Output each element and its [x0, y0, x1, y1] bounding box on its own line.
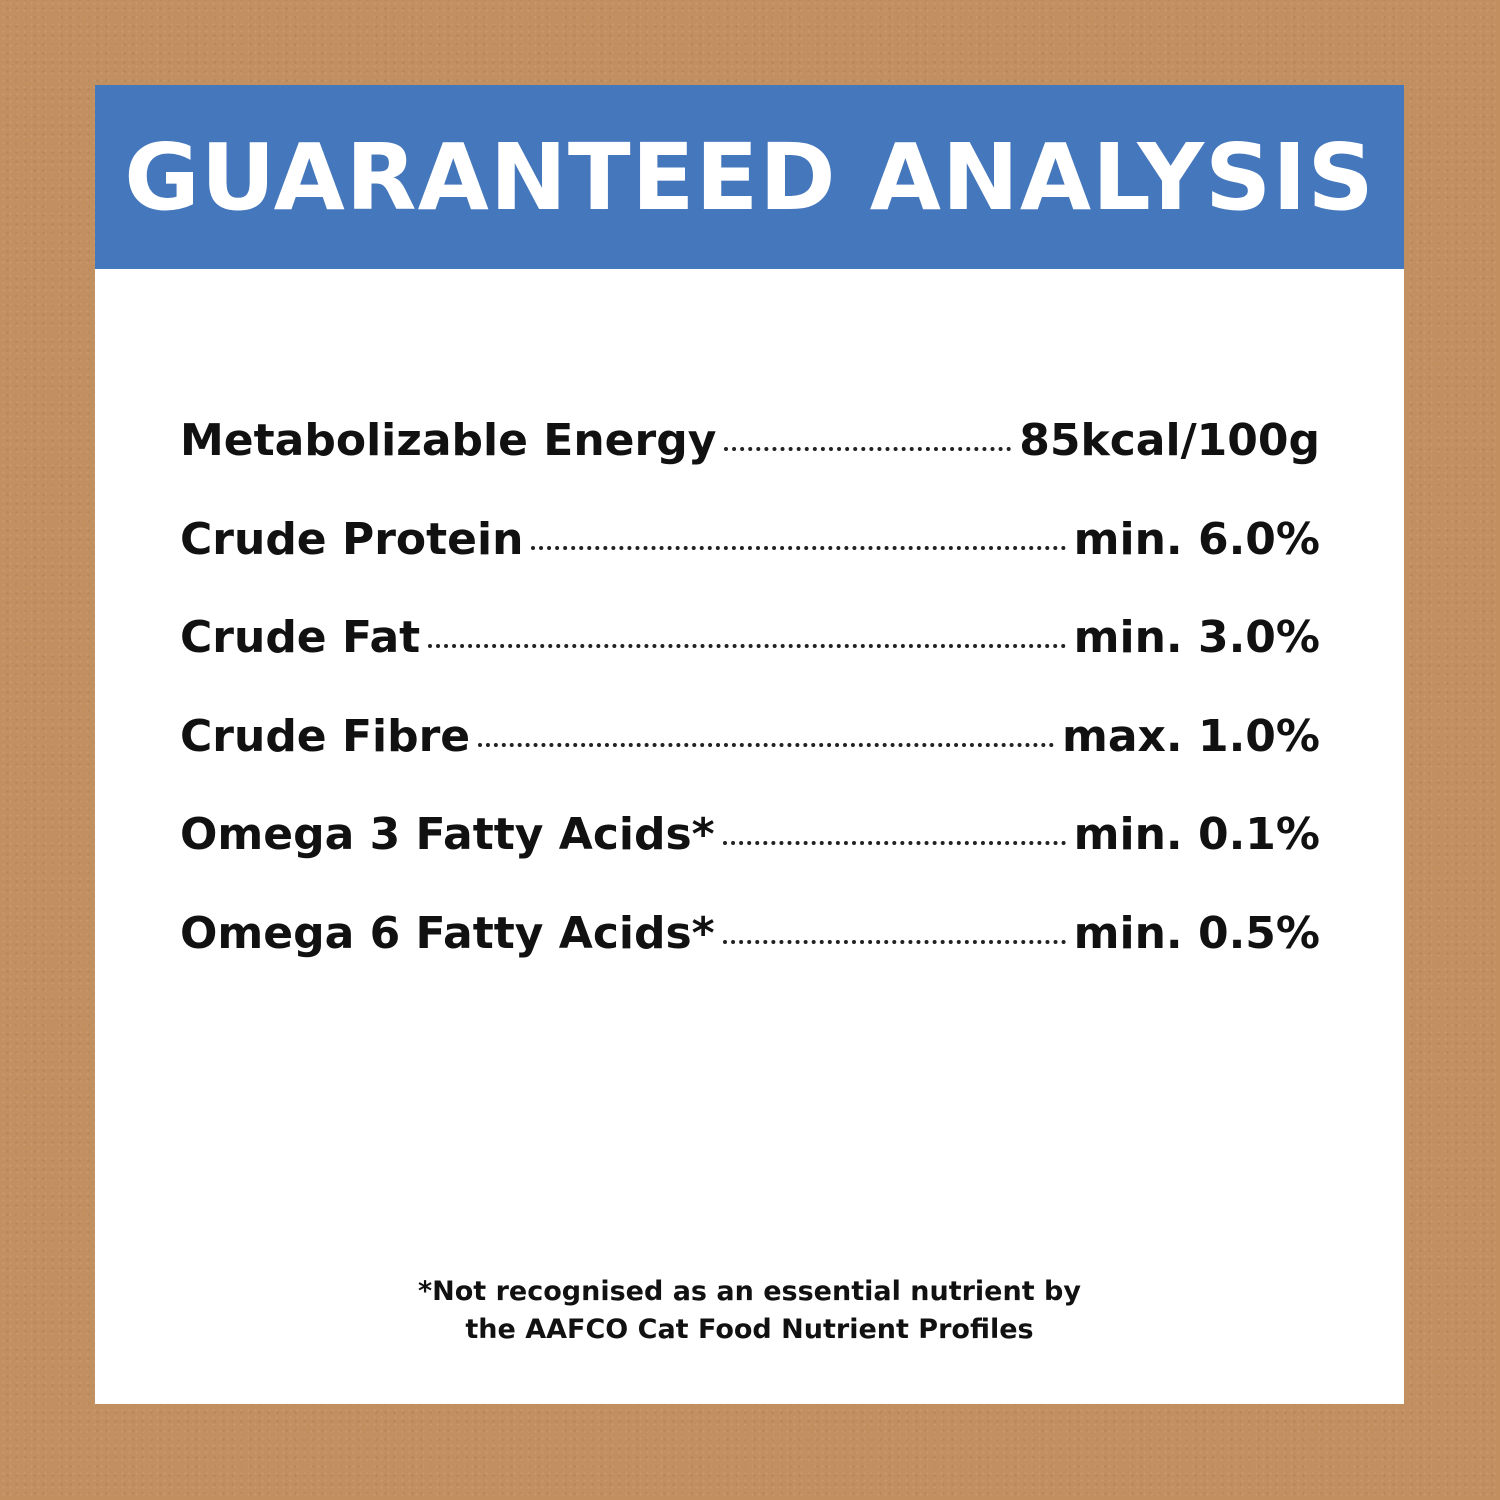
footnote-line: *Not recognised as an essential nutrient… [418, 1276, 1081, 1307]
nutrient-value: max. 1.0% [1062, 710, 1320, 762]
list-item: Crude Fat min. 3.0% [180, 612, 1320, 711]
dot-leader [531, 545, 1066, 550]
nutrient-label: Crude Protein [180, 513, 524, 565]
dot-leader [478, 742, 1055, 747]
nutrient-value: min. 3.0% [1073, 612, 1320, 663]
nutrient-value: min. 0.5% [1073, 907, 1320, 959]
page-title: GUARANTEED ANALYSIS [124, 123, 1375, 231]
dot-leader [722, 841, 1066, 845]
nutrient-label: Omega 6 Fatty Acids* [180, 907, 715, 959]
nutrient-label: Omega 3 Fatty Acids* [180, 809, 715, 860]
dot-leader [724, 447, 1012, 451]
list-item: Omega 6 Fatty Acids* min. 0.5% [180, 908, 1320, 1007]
header-banner: GUARANTEED ANALYSIS [95, 85, 1404, 269]
nutrient-value: min. 0.1% [1073, 809, 1320, 860]
list-item: Crude Fibre max. 1.0% [180, 711, 1320, 810]
analysis-card: GUARANTEED ANALYSIS Metabolizable Energy… [95, 85, 1404, 1404]
nutrient-label: Crude Fibre [180, 710, 471, 762]
nutrient-label: Metabolizable Energy [180, 415, 717, 466]
analysis-list: Metabolizable Energy 85kcal/100g Crude Pr… [180, 415, 1320, 1006]
dot-leader [428, 644, 1066, 648]
footnote: *Not recognised as an essential nutrient… [95, 1273, 1404, 1349]
nutrient-label: Crude Fat [180, 612, 421, 663]
dot-leader [722, 939, 1066, 944]
nutrient-value: min. 6.0% [1073, 513, 1320, 565]
nutrient-value: 85kcal/100g [1019, 415, 1320, 466]
list-item: Omega 3 Fatty Acids* min. 0.1% [180, 809, 1320, 908]
list-item: Crude Protein min. 6.0% [180, 514, 1320, 613]
footnote-line: the AAFCO Cat Food Nutrient Profiles [465, 1314, 1034, 1345]
list-item: Metabolizable Energy 85kcal/100g [180, 415, 1320, 514]
